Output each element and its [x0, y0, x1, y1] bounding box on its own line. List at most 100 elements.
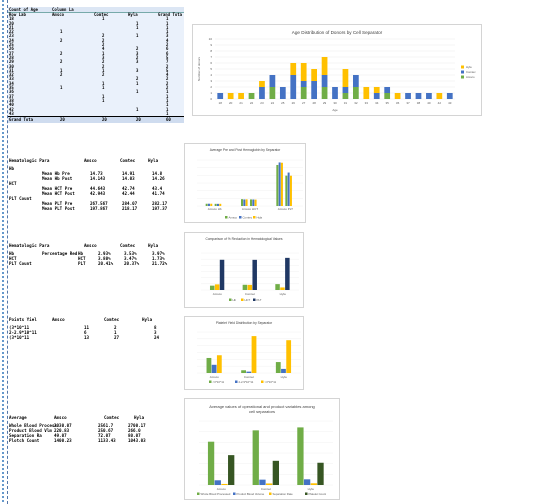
- bar: [275, 284, 280, 290]
- table-row[interactable]: Mean HCT Pre 44.643 42.74 43.4: [8, 186, 184, 191]
- table-cell: 42.44: [122, 191, 135, 196]
- table-row[interactable]: Mean PLT Pre 267.567 284.07 282.17: [8, 201, 184, 206]
- table-cell: 14.8: [152, 171, 163, 176]
- hemo-chart-svg: Amsco Hb Amsco HCT Amsco PLT Amsco Comtec Hyl…: [197, 159, 303, 220]
- chart-average-values[interactable]: Average values of operational and produc…: [184, 398, 340, 500]
- pivot-column-label: Amsco: [52, 12, 65, 17]
- x-tick-label: 26: [292, 101, 296, 105]
- table-cell: Percentage Red: [42, 251, 78, 256]
- table-cell: (3*10^11: [9, 325, 30, 330]
- table-row[interactable]: 18 1 1: [8, 16, 184, 21]
- bar-segment: [415, 93, 422, 99]
- x-tick-label: 33: [365, 101, 369, 105]
- table-cell: 4: [166, 37, 169, 43]
- legend-label: Hyla: [466, 65, 472, 69]
- x-tick-label: 29: [323, 101, 327, 105]
- chart-age-distribution[interactable]: Age Distribution of Donors by Cell Separ…: [192, 24, 482, 116]
- table-row[interactable]: Separation Ra 49.07 72.07 80.07: [8, 433, 184, 438]
- table-cell: Mean Hb Post: [42, 176, 73, 181]
- table-cell: 267.567: [90, 201, 108, 206]
- pivot-header-cell: Column La: [52, 7, 74, 12]
- table-row[interactable]: 25 2 2: [8, 42, 184, 47]
- chart-reduction[interactable]: Comparison of % Reduction in Hematologic…: [184, 232, 304, 308]
- table-row[interactable]: PLT Count: [8, 196, 184, 201]
- table-row[interactable]: (3*10^11 13 27 24: [8, 335, 184, 340]
- table-row[interactable]: HCT: [8, 181, 184, 186]
- table-row[interactable]: 24 2 2 4: [8, 37, 184, 43]
- legend-swatch: [233, 492, 236, 495]
- legend-label: >3*10^11: [265, 380, 277, 384]
- legend-swatch: [461, 70, 464, 74]
- chart-platelet-yield[interactable]: Platelet Yield Distribution by Separator…: [184, 316, 304, 390]
- table-cell: 2.93%: [98, 251, 111, 256]
- table-row[interactable]: 26 4 2 6: [8, 47, 184, 52]
- bar-segment: [259, 81, 265, 87]
- x-tick-label: Comtec: [244, 375, 255, 379]
- table-row[interactable]: 32 2 2 4: [8, 72, 184, 77]
- table-cell: 2: [136, 54, 139, 60]
- table-cell: 42.74: [122, 186, 135, 191]
- average-table[interactable]: Average Amsco Comtec Hyla Whole Blood Proces…: [8, 415, 184, 443]
- table-row[interactable]: Hb: [8, 166, 184, 171]
- table-row[interactable]: 30 2 2: [8, 64, 184, 69]
- table-row[interactable]: 20 1 1: [8, 21, 184, 26]
- spreadsheet-grid[interactable]: Count of Age Column La Row Lab Amsco Comtec H…: [8, 0, 184, 504]
- table-cell: 43: [9, 110, 14, 116]
- table-row[interactable]: Hb Percentage Red Hb 2.93% 3.53% 3.97%: [8, 251, 184, 256]
- table-row[interactable]: 33 2 2: [8, 77, 184, 82]
- table-row[interactable]: Mean HCT Post 42.943 42.44 41.74: [8, 191, 184, 196]
- chart-hemoglobin[interactable]: Average Pre and Post Hemoglobin by Separ…: [184, 143, 306, 223]
- table-cell: 2-2.9*10^11: [9, 330, 37, 335]
- table-header-cell: Amsco: [54, 415, 67, 420]
- table-cell: 38: [9, 97, 14, 103]
- hemoglobin-table[interactable]: Hematologic Para Amsco Comtec Hyla Hb Mean Hb…: [8, 158, 184, 211]
- table-cell: 40: [9, 102, 14, 108]
- table-row[interactable]: 37 1 1: [8, 94, 184, 99]
- bar: [206, 357, 212, 373]
- table-row[interactable]: 36 1 1: [8, 90, 184, 95]
- legend-swatch: [461, 65, 464, 69]
- table-cell: 3: [136, 67, 139, 73]
- table-row[interactable]: 42 1 1: [8, 107, 184, 112]
- table-row[interactable]: Mean Hb Pre 14.73 14.91 14.8: [8, 171, 184, 176]
- x-tick-label: 34: [375, 101, 379, 105]
- table-row[interactable]: 29 2 2 3 7: [8, 59, 184, 64]
- table-row[interactable]: 27 2 1 3 6: [8, 50, 184, 56]
- table-cell: 20: [136, 117, 141, 123]
- table-cell: 2: [60, 37, 63, 43]
- table-cell: 11: [84, 325, 90, 330]
- bar: [251, 336, 257, 373]
- table-cell: 28: [9, 54, 14, 60]
- table-cell: 1: [166, 24, 169, 30]
- table-row[interactable]: 38 1 1: [8, 97, 184, 103]
- table-row[interactable]: Whole Blood Process 2030.07 2561.7 2700.17: [8, 423, 184, 428]
- legend-label: Hb: [233, 298, 237, 302]
- table-row[interactable]: 31 1 1 3 5: [8, 67, 184, 73]
- table-row[interactable]: 34 1 1 2: [8, 81, 184, 86]
- table-row[interactable]: 22 1 1: [8, 29, 184, 34]
- table-row[interactable]: PLT Count PLT 20.41% 20.37% 21.72%: [8, 261, 184, 266]
- table-row[interactable]: 43 1: [8, 110, 184, 116]
- pivot-table-age[interactable]: Count of Age Column La Row Lab Amsco Comtec H…: [8, 7, 184, 124]
- x-tick-label: 28: [312, 101, 316, 105]
- table-row[interactable]: Plotch Count 1400.23 1133.43 1043.03: [8, 438, 184, 443]
- table-row[interactable]: Mean PLT Post 197.867 218.17 197.37: [8, 206, 184, 211]
- table-cell: 2: [60, 50, 63, 56]
- table-cell: 1: [102, 85, 105, 91]
- table-row[interactable]: 23 2 1 3: [8, 34, 184, 39]
- yield-table[interactable]: Points Yiel Amsco Comtec Hyla (3*10^11 11 2 8 2-…: [8, 317, 184, 340]
- bar-segment: [342, 87, 349, 93]
- table-row[interactable]: Mean Hb Post 14.143 14.03 14.26: [8, 176, 184, 181]
- table-row[interactable]: Product Blood Vlm 220.83 250.67 266.0: [8, 428, 184, 433]
- table-row[interactable]: 35 1 1 2: [8, 85, 184, 91]
- x-tick-label: 24: [271, 101, 275, 105]
- table-cell: 2561.7: [98, 423, 114, 428]
- x-tick-label: 42: [438, 101, 442, 105]
- table-row[interactable]: 28 3 2 5: [8, 54, 184, 60]
- table-row[interactable]: (3*10^11 11 2 8: [8, 325, 184, 330]
- table-row[interactable]: HCT HCT 3.80% 3.47% 1.73%: [8, 256, 184, 261]
- table-row[interactable]: 40 1: [8, 102, 184, 108]
- table-row[interactable]: 2-2.9*10^11 6 1 3: [8, 330, 184, 335]
- reduction-table[interactable]: Hematologic Para Amsco Comtec Hyla Hb Percent…: [8, 243, 184, 266]
- table-row[interactable]: 21 1 1: [8, 24, 184, 30]
